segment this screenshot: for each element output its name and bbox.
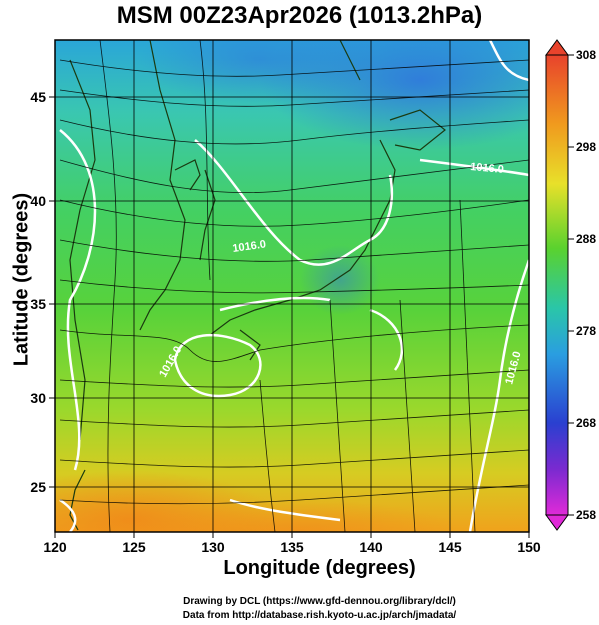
colorbar-tick-label: 278 bbox=[576, 324, 596, 338]
x-tick-label: 120 bbox=[43, 539, 67, 555]
y-tick-label: 30 bbox=[30, 390, 46, 406]
x-axis-labels: 120 125 130 135 140 145 150 bbox=[43, 539, 541, 555]
x-tick-label: 150 bbox=[517, 539, 541, 555]
y-axis-title: Latitude (degrees) bbox=[10, 192, 33, 367]
y-tick-label: 45 bbox=[30, 89, 46, 105]
isobars bbox=[59, 40, 529, 532]
x-tick-label: 140 bbox=[359, 539, 383, 555]
y-axis-labels: 45 40 35 30 25 bbox=[30, 89, 46, 495]
wind-streamlines bbox=[59, 40, 529, 532]
map-title: MSM 00Z23Apr2026 (1013.2hPa) bbox=[116, 2, 483, 29]
x-tick-label: 130 bbox=[201, 539, 225, 555]
contour-label: 1016.0 bbox=[232, 238, 267, 255]
colorbar-tick-label: 288 bbox=[576, 232, 596, 246]
y-axis-ticks bbox=[49, 96, 55, 488]
drawing-credit: Drawing by DCL (https://www.gfd-dennou.o… bbox=[183, 596, 456, 607]
x-tick-label: 135 bbox=[280, 539, 304, 555]
contour-label: 1016.0 bbox=[470, 161, 505, 176]
x-axis-title: Longitude (degrees) bbox=[223, 557, 416, 579]
colorbar-tick-label: 258 bbox=[576, 508, 596, 522]
colorbar-scale bbox=[545, 54, 569, 516]
colorbar-tick-label: 298 bbox=[576, 140, 596, 154]
graticule bbox=[55, 40, 529, 532]
coastlines bbox=[69, 40, 446, 531]
colorbar-bottom-arrow bbox=[545, 514, 569, 531]
colorbar-top-arrow bbox=[545, 39, 569, 56]
x-tick-label: 145 bbox=[438, 539, 462, 555]
colorbar: 308 298 288 278 268 258 bbox=[545, 39, 596, 531]
y-tick-label: 35 bbox=[30, 296, 46, 312]
colorbar-tick-label: 268 bbox=[576, 416, 596, 430]
data-credit: Data from http://database.rish.kyoto-u.a… bbox=[182, 610, 457, 621]
colorbar-tick-label: 308 bbox=[576, 48, 596, 62]
y-tick-label: 25 bbox=[30, 479, 46, 495]
y-tick-label: 40 bbox=[30, 193, 46, 209]
temperature-field bbox=[55, 40, 529, 532]
x-axis-ticks bbox=[54, 532, 530, 538]
x-tick-label: 125 bbox=[122, 539, 146, 555]
